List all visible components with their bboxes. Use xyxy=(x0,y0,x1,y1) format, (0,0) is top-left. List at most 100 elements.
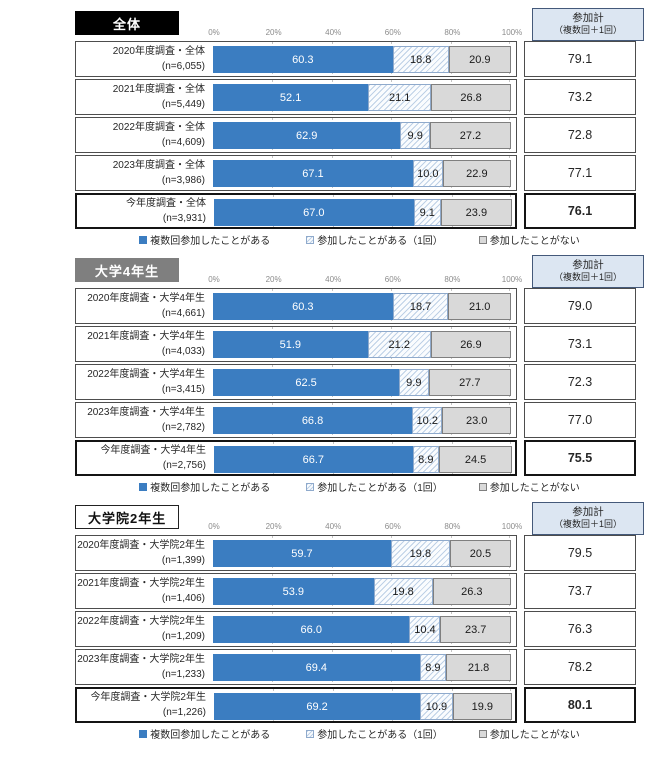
section-title: 大学4年生 xyxy=(75,258,179,282)
total-cell: 79.0 xyxy=(524,288,636,324)
row-label: 2021年度調査・全体 (n=5,449) xyxy=(76,80,213,114)
total-cell: 77.0 xyxy=(524,402,636,438)
legend-marker-hatched xyxy=(306,235,315,244)
legend-marker-blue xyxy=(139,729,148,738)
plot-area: 59.7 19.8 20.5 xyxy=(213,536,516,570)
table-row-current: 今年度調査・全体 (n=3,931) 67.0 9.1 23.9 76.1 xyxy=(75,193,644,229)
bar-segment-once: 18.8 xyxy=(392,46,449,73)
bar-segment-never: 22.9 xyxy=(442,160,511,187)
total-cell: 73.2 xyxy=(524,79,636,115)
axis-tick: 40% xyxy=(325,522,342,531)
bar-segment-once: 19.8 xyxy=(390,540,450,567)
row-label: 2023年度調査・大学院2年生 (n=1,233) xyxy=(77,654,205,680)
axis-tick: 100% xyxy=(501,28,523,37)
bar-segment-once: 8.9 xyxy=(419,654,447,681)
table-row-current: 今年度調査・大学院2年生 (n=1,226) 69.2 10.9 19.9 80.… xyxy=(75,687,644,723)
bar-segment-multiple: 62.5 xyxy=(213,369,400,396)
plot-area: 62.5 9.9 27.7 xyxy=(213,365,516,399)
legend-item-never: 参加したことがない xyxy=(478,726,580,741)
summary-header: 参加計 （複数回＋1回） xyxy=(532,255,644,288)
bar-segment-never: 20.9 xyxy=(448,46,511,73)
bar-segment-never: 21.8 xyxy=(446,654,511,681)
table-row: 2023年度調査・全体 (n=3,986) 67.1 10.0 22.9 77.1 xyxy=(75,155,644,191)
axis-tick: 20% xyxy=(265,522,282,531)
bar-segment-multiple: 60.3 xyxy=(213,293,393,320)
n-label: (n=2,756) xyxy=(162,460,206,471)
row-label: 2022年度調査・大学4年生 (n=3,415) xyxy=(76,365,213,399)
n-label: (n=2,782) xyxy=(161,422,205,433)
total-cell: 80.1 xyxy=(524,687,636,723)
row-label: 2020年度調査・大学院2年生 (n=1,399) xyxy=(77,540,205,566)
row-label: 2021年度調査・大学4年生 (n=4,033) xyxy=(76,327,213,361)
section-univ4: 大学4年生 0% 20% 40% 60% 80% 100% 参加計 （複数回＋1… xyxy=(75,255,644,494)
bar-segment-multiple: 52.1 xyxy=(213,84,369,111)
bar-segment-multiple: 62.9 xyxy=(213,122,401,149)
n-label: (n=1,226) xyxy=(162,707,206,718)
legend-item-never: 参加したことがない xyxy=(478,479,580,494)
bar-segment-never: 23.0 xyxy=(442,407,511,434)
bar-segment-once: 10.4 xyxy=(409,616,441,643)
bar-segment-once: 19.8 xyxy=(373,578,433,605)
total-cell: 72.3 xyxy=(524,364,636,400)
n-label: (n=3,415) xyxy=(161,384,205,395)
plot-area: 67.1 10.0 22.9 xyxy=(213,156,516,190)
axis-tick: 0% xyxy=(208,522,220,531)
bar-segment-once: 21.2 xyxy=(367,331,431,358)
plot-area: 53.9 19.8 26.3 xyxy=(213,574,516,608)
bar-segment-never: 24.5 xyxy=(439,446,513,473)
row-label: 今年度調査・全体 (n=3,931) xyxy=(77,195,214,227)
table-row: 2021年度調査・大学院2年生 (n=1,406) 53.9 19.8 26.3 … xyxy=(75,573,644,609)
n-label: (n=4,609) xyxy=(161,137,205,148)
legend-item-once: 参加したことがある（1回） xyxy=(306,479,443,494)
bar-segment-once: 8.9 xyxy=(412,446,440,473)
n-label: (n=4,033) xyxy=(161,346,205,357)
legend-marker-blue xyxy=(139,482,148,491)
axis-tick: 20% xyxy=(265,275,282,284)
bar-segment-never: 26.3 xyxy=(432,578,511,605)
bar-segment-multiple: 69.2 xyxy=(214,693,421,720)
axis-tick: 40% xyxy=(325,275,342,284)
summary-header: 参加計 （複数回＋1回） xyxy=(532,8,644,41)
n-label: (n=4,661) xyxy=(161,308,205,319)
total-cell: 76.1 xyxy=(524,193,636,229)
axis-tick: 60% xyxy=(384,28,401,37)
n-label: (n=5,449) xyxy=(161,99,205,110)
bar-segment-never: 20.5 xyxy=(449,540,511,567)
axis-tick: 100% xyxy=(501,275,523,284)
row-label: 今年度調査・大学4年生 (n=2,756) xyxy=(77,442,214,474)
n-label: (n=3,931) xyxy=(162,213,206,224)
axis-tick: 20% xyxy=(265,28,282,37)
row-label: 2020年度調査・大学4年生 (n=4,661) xyxy=(76,289,213,323)
n-label: (n=1,406) xyxy=(161,593,205,604)
bar-segment-once: 10.2 xyxy=(412,407,443,434)
bar-segment-multiple: 67.1 xyxy=(213,160,413,187)
plot-area: 67.0 9.1 23.9 xyxy=(214,195,515,227)
bar-segment-once: 9.1 xyxy=(413,199,441,226)
table-row: 2020年度調査・全体 (n=6,055) 60.3 18.8 20.9 79.1 xyxy=(75,41,644,77)
bar-segment-once: 10.0 xyxy=(412,160,443,187)
x-axis: 0% 20% 40% 60% 80% 100% xyxy=(208,275,522,286)
axis-tick: 0% xyxy=(208,28,220,37)
row-label: 2020年度調査・全体 (n=6,055) xyxy=(76,42,213,76)
bar-segment-never: 23.9 xyxy=(440,199,512,226)
table-row: 2023年度調査・大学院2年生 (n=1,233) 69.4 8.9 21.8 7… xyxy=(75,649,644,685)
bar-segment-multiple: 66.7 xyxy=(214,446,413,473)
bar-segment-never: 19.9 xyxy=(452,693,512,720)
section-title: 全体 xyxy=(75,11,179,35)
row-label: 2023年度調査・全体 (n=3,986) xyxy=(76,156,213,190)
legend-item-multiple: 複数回参加したことがある xyxy=(139,479,270,494)
legend: 複数回参加したことがある 参加したことがある（1回） 参加したことがない xyxy=(75,479,644,494)
legend-marker-gray xyxy=(478,482,487,491)
section-title: 大学院2年生 xyxy=(75,505,180,529)
axis-tick: 80% xyxy=(444,28,461,37)
plot-area: 60.3 18.8 20.9 xyxy=(213,42,516,76)
section-grad2: 大学院2年生 0% 20% 40% 60% 80% 100% 参加計 （複数回＋… xyxy=(75,502,644,741)
legend-item-once: 参加したことがある（1回） xyxy=(306,726,443,741)
legend-item-multiple: 複数回参加したことがある xyxy=(139,232,270,247)
bar-segment-once: 18.7 xyxy=(392,293,449,320)
bar-segment-once: 21.1 xyxy=(368,84,432,111)
n-label: (n=1,399) xyxy=(161,555,205,566)
legend-item-multiple: 複数回参加したことがある xyxy=(139,726,270,741)
x-axis: 0% 20% 40% 60% 80% 100% xyxy=(208,522,522,533)
bar-segment-once: 10.9 xyxy=(420,693,453,720)
